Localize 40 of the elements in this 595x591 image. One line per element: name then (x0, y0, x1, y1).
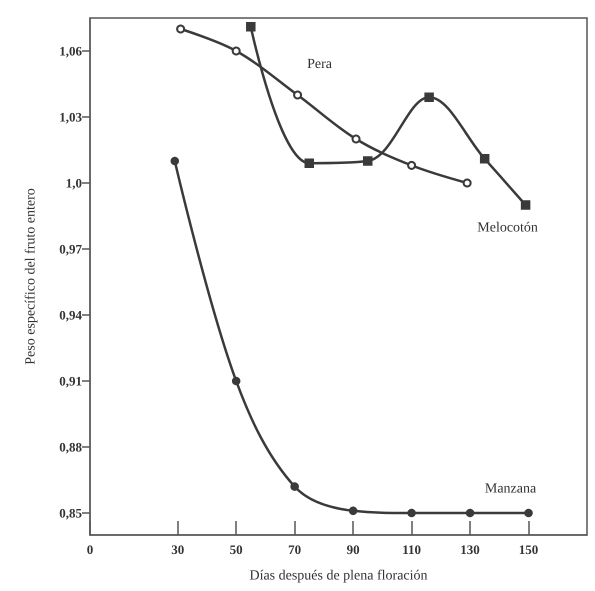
point (348, 506, 358, 516)
x-axis-title: Días después de plena floración (249, 568, 428, 584)
y-axis-title: Peso específico del fruto entero (24, 188, 38, 365)
x-tick-label: 50 (230, 542, 243, 557)
y-tick-label: 0,97 (59, 242, 82, 256)
point (462, 178, 472, 188)
x-tick-label: 90 (346, 542, 360, 557)
y-tick-label: 1,0 (66, 176, 82, 190)
point (176, 24, 186, 34)
x-tick-label: 30 (171, 542, 184, 557)
point (246, 22, 256, 32)
point (424, 92, 434, 102)
point (232, 376, 240, 386)
point (520, 200, 530, 210)
x-tick-label: 70 (288, 542, 302, 557)
point (352, 134, 361, 144)
point (407, 160, 416, 170)
series-label: Melocotón (477, 220, 538, 236)
x-tick-label: 0 (86, 542, 94, 557)
x-tick-label: 110 (402, 542, 421, 557)
y-tick-label: 1,06 (59, 44, 82, 58)
y-tick-label: 0,88 (59, 440, 82, 454)
point (304, 158, 314, 168)
point (362, 156, 372, 166)
point (466, 508, 474, 518)
point (524, 508, 533, 518)
point (170, 156, 180, 166)
point (290, 482, 299, 491)
x-tick-label: 150 (518, 542, 538, 557)
x-tick-label: 130 (460, 542, 480, 557)
point (232, 46, 241, 56)
series-label: Manzana (484, 481, 537, 496)
y-tick-label: 0,94 (59, 308, 82, 322)
y-tick-label: 1,03 (59, 110, 82, 124)
point (407, 508, 416, 518)
series-label: Pera (307, 57, 333, 72)
y-tick-label: 0,91 (59, 374, 82, 388)
point (480, 154, 490, 164)
point (293, 90, 302, 100)
y-tick-label: 0,85 (59, 506, 82, 520)
